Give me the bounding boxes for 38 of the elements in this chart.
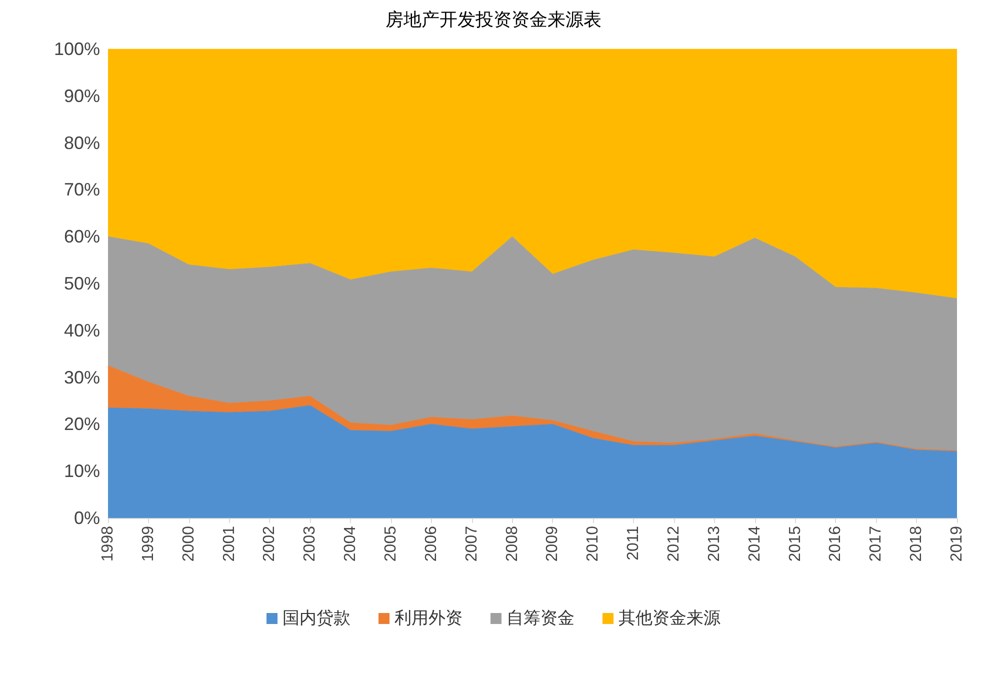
y-tick-label: 0% bbox=[74, 508, 100, 528]
chart-title: 房地产开发投资资金来源表 bbox=[386, 10, 602, 30]
y-tick-label: 60% bbox=[64, 226, 100, 247]
x-tick-label: 2014 bbox=[746, 526, 764, 562]
y-tick-label: 10% bbox=[64, 461, 100, 482]
legend-label: 利用外资 bbox=[394, 608, 462, 628]
x-tick-label: 2003 bbox=[302, 526, 319, 562]
y-tick-label: 30% bbox=[64, 367, 100, 388]
x-tick-label: 2019 bbox=[948, 526, 966, 562]
x-tick-label: 2002 bbox=[261, 526, 278, 562]
y-tick-label: 100% bbox=[54, 39, 100, 59]
x-tick-label: 2006 bbox=[422, 526, 440, 562]
y-tick-label: 40% bbox=[64, 320, 100, 340]
y-tick-label: 20% bbox=[64, 414, 100, 434]
x-tick-label: 2013 bbox=[706, 526, 723, 562]
legend-label: 国内贷款 bbox=[282, 608, 350, 628]
x-tick-label: 2001 bbox=[220, 526, 238, 562]
x-tick-label: 2017 bbox=[868, 526, 885, 562]
x-tick-label: 2010 bbox=[584, 526, 602, 562]
y-tick-label: 80% bbox=[64, 132, 100, 153]
x-tick-label: 1999 bbox=[140, 526, 157, 562]
x-tick-label: 1998 bbox=[100, 526, 116, 562]
x-tick-label: 2011 bbox=[625, 526, 642, 560]
x-tick-label: 2000 bbox=[180, 526, 198, 562]
y-tick-label: 90% bbox=[64, 86, 100, 106]
x-tick-label: 2004 bbox=[342, 526, 360, 562]
x-tick-label: 2005 bbox=[382, 526, 400, 562]
x-tick-label: 2008 bbox=[504, 526, 521, 562]
y-tick-label: 50% bbox=[64, 274, 100, 294]
x-tick-label: 2016 bbox=[827, 526, 844, 562]
x-tick-label: 2015 bbox=[786, 526, 804, 562]
x-tick-label: 2018 bbox=[908, 526, 926, 562]
x-tick-label: 2007 bbox=[463, 526, 480, 562]
y-tick-label: 70% bbox=[64, 180, 100, 200]
x-tick-label: 2012 bbox=[666, 526, 682, 562]
legend-label: 其他资金来源 bbox=[618, 608, 720, 628]
legend-label: 自筹资金 bbox=[506, 608, 574, 628]
x-tick-label: 2009 bbox=[544, 526, 562, 562]
